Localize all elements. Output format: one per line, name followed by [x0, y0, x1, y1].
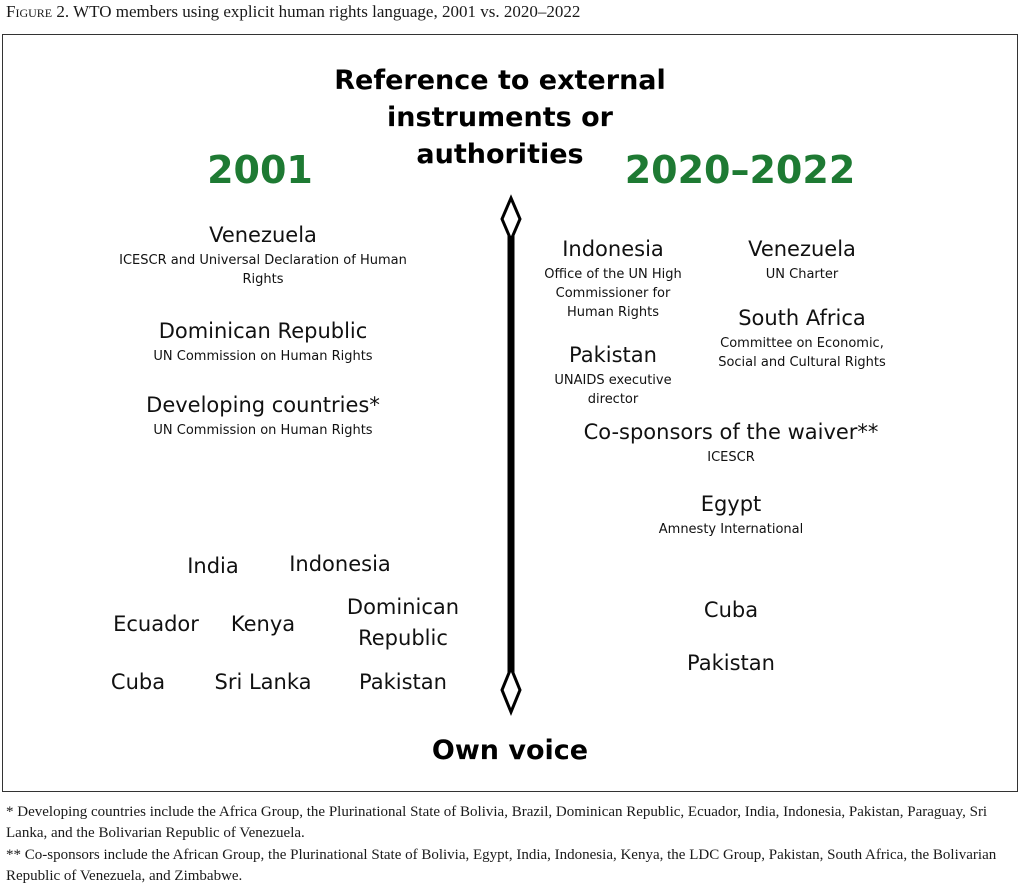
- left-own-indonesia: Indonesia: [289, 552, 391, 576]
- footnote-co-sponsors: ** Co-sponsors include the African Group…: [6, 847, 997, 884]
- country-name: Egypt: [700, 492, 762, 516]
- footnote-developing-countries: * Developing countries include the Afric…: [6, 804, 988, 841]
- right-entry-indonesia: Indonesia Office of the UN High Commissi…: [533, 236, 693, 322]
- reference-text: ICESCR and Universal Declaration of Huma…: [119, 253, 407, 287]
- figure-label: Figure 2.: [6, 2, 70, 21]
- reference-text: UN Commission on Human Rights: [153, 423, 373, 438]
- country-name: Dominican Republic: [158, 319, 368, 343]
- left-own-india: India: [187, 554, 239, 578]
- reference-text: UN Commission on Human Rights: [153, 349, 373, 364]
- left-entry-venezuela: Venezuela ICESCR and Universal Declarati…: [103, 222, 423, 289]
- left-entry-dominican-republic: Dominican Republic UN Commission on Huma…: [103, 318, 423, 366]
- right-entry-pakistan: Pakistan UNAIDS executive director: [533, 342, 693, 409]
- left-own-kenya: Kenya: [230, 612, 296, 636]
- country-name: Pakistan: [569, 343, 657, 367]
- country-name: Venezuela: [209, 223, 317, 247]
- axis-arrow-top-icon: [500, 194, 522, 244]
- reference-text: ICESCR: [707, 450, 755, 465]
- country-name: Co-sponsors of the waiver**: [583, 420, 879, 444]
- reference-text: Office of the UN High Commissioner for H…: [544, 267, 682, 320]
- right-entry-venezuela: Venezuela UN Charter: [702, 236, 902, 284]
- left-entry-developing-countries: Developing countries* UN Commission on H…: [103, 392, 423, 440]
- figure-caption: Figure 2. WTO members using explicit hum…: [6, 2, 580, 22]
- left-own-ecuador: Ecuador: [113, 612, 199, 636]
- figure-title: WTO members using explicit human rights …: [73, 2, 581, 21]
- country-name: Developing countries*: [146, 393, 380, 417]
- left-own-sri-lanka: Sri Lanka: [214, 670, 312, 694]
- left-own-dominican-republic: Dominican Republic: [346, 595, 460, 650]
- reference-text: Committee on Economic, Social and Cultur…: [718, 336, 886, 370]
- right-entry-south-africa: South Africa Committee on Economic, Soci…: [702, 305, 902, 372]
- right-entry-co-sponsors: Co-sponsors of the waiver** ICESCR: [561, 419, 901, 467]
- left-own-cuba: Cuba: [110, 670, 166, 694]
- reference-text: UN Charter: [765, 267, 839, 282]
- left-own-pakistan: Pakistan: [359, 670, 447, 694]
- reference-text: UNAIDS executive director: [554, 373, 672, 407]
- right-own-cuba: Cuba: [703, 598, 759, 622]
- country-name: Indonesia: [562, 237, 664, 261]
- right-entry-egypt: Egypt Amnesty International: [621, 491, 841, 539]
- right-own-pakistan: Pakistan: [687, 651, 775, 675]
- country-name: South Africa: [738, 306, 866, 330]
- year-left-heading: 2001: [207, 148, 313, 192]
- axis-bottom-label: Own voice: [431, 735, 589, 766]
- axis-top-label: Reference to external instruments or aut…: [334, 65, 666, 170]
- axis-arrow-bottom-icon: [500, 664, 522, 716]
- figure-frame: [2, 34, 1018, 792]
- country-name: Venezuela: [748, 237, 856, 261]
- reference-text: Amnesty International: [658, 522, 804, 537]
- year-right-heading: 2020–2022: [624, 148, 856, 192]
